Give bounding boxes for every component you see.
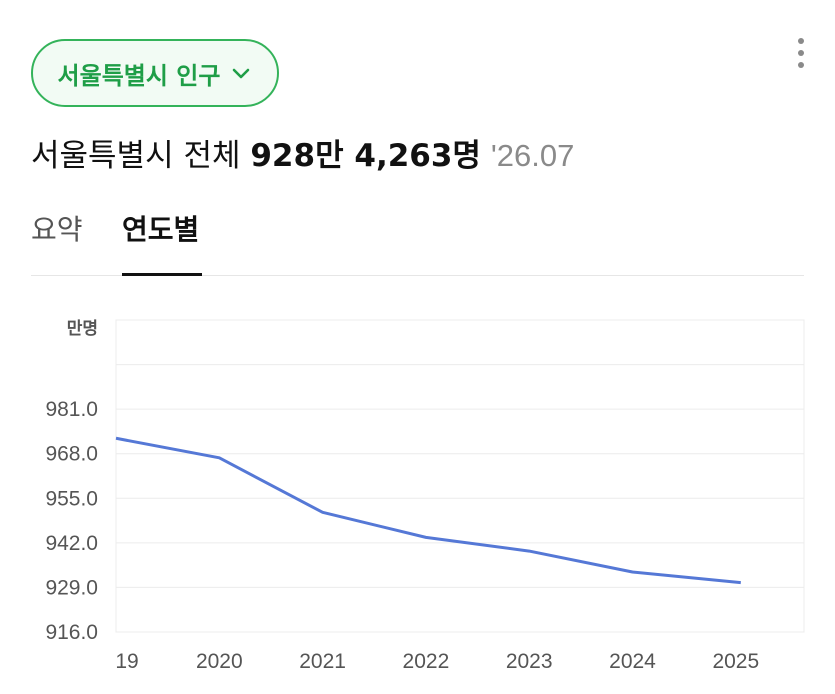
tab-yearly[interactable]: 연도별 (122, 213, 200, 246)
y-tick-label: 929.0 (45, 576, 98, 599)
x-tick-label: 2021 (299, 650, 346, 673)
x-axis-ticks: 19 2020 2021 2022 2023 2024 2025 (115, 650, 759, 673)
x-tick-label: 2023 (506, 650, 553, 673)
tab-bar: 요약 연도별 (31, 200, 804, 276)
y-tick-label: 968.0 (45, 443, 98, 466)
chart-grid (115, 319, 805, 633)
population-line-chart: 916.0 929.0 942.0 955.0 968.0 981.0 19 2020 202… (45, 319, 805, 673)
x-tick-label: 2024 (609, 650, 656, 673)
y-axis-unit-label: 만명 (67, 319, 98, 339)
x-tick-label: 2022 (403, 650, 450, 673)
tab-summary[interactable]: 요약 (31, 213, 83, 246)
x-tick-label: 19 (115, 650, 138, 673)
population-headline: 서울특별시 전체 928만 4,263명 '26.07 (31, 130, 574, 175)
chevron-down-icon (230, 62, 252, 84)
more-vertical-icon[interactable] (789, 38, 813, 68)
x-tick-label: 2025 (712, 650, 759, 673)
active-tab-indicator (122, 273, 202, 276)
region-selector-button[interactable]: 서울특별시 인구 (31, 39, 279, 107)
plot-frame (115, 319, 805, 633)
headline-date: '26.07 (490, 138, 575, 173)
y-tick-label: 942.0 (45, 532, 98, 555)
y-tick-label: 955.0 (45, 487, 98, 510)
headline-region: 서울특별시 전체 (31, 138, 241, 174)
y-tick-label: 916.0 (45, 621, 98, 644)
region-selector-label: 서울특별시 인구 (57, 61, 221, 90)
headline-population: 928만 4,263명 (250, 138, 481, 174)
x-tick-label: 2020 (196, 650, 243, 673)
y-tick-label: 981.0 (45, 398, 98, 421)
series-line (115, 436, 741, 585)
y-axis-ticks: 916.0 929.0 942.0 955.0 968.0 981.0 (45, 398, 98, 644)
